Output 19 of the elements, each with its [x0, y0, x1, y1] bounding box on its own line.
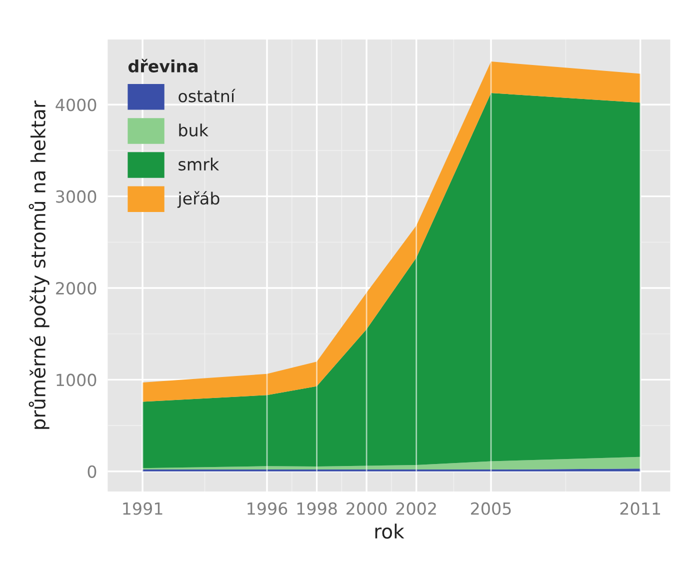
y-tick-label: 0	[88, 465, 96, 478]
legend-title: dřevina	[128, 58, 198, 72]
legend-label: jeřáb	[177, 191, 220, 208]
y-tick-label: 2000	[56, 282, 96, 295]
x-axis-title: rok	[375, 524, 404, 539]
x-tick-label: 2011	[620, 502, 660, 515]
legend-label: buk	[179, 124, 208, 136]
y-axis-title: průměrné počty stromů na hektar	[28, 100, 50, 429]
y-tick-label: 4000	[56, 98, 96, 112]
x-tick-label: 2000	[346, 502, 387, 515]
x-tick-label: 2005	[471, 502, 511, 515]
x-tick-label: 2002	[396, 502, 436, 515]
y-tick-label: 3000	[56, 190, 96, 203]
legend-label: ostatní	[178, 88, 236, 102]
legend-label: smrk	[178, 158, 220, 171]
x-tick-label: 1996	[248, 502, 288, 515]
x-tick-label: 1991	[123, 502, 162, 515]
x-tick-label: 1998	[297, 502, 337, 515]
y-tick-label: 1000	[56, 374, 96, 386]
